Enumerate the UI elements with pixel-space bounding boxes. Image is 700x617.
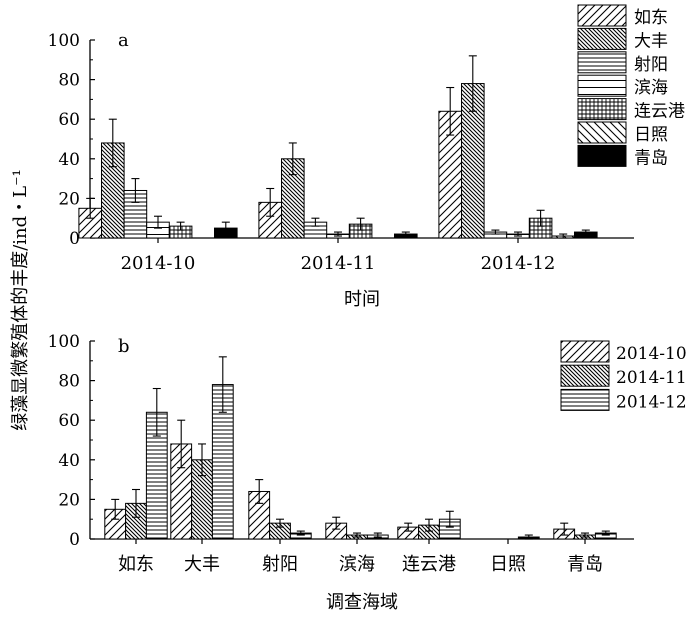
error-bar [86,197,95,219]
error-bar [296,530,305,536]
error-bar [401,231,410,237]
legend-swatch [577,4,627,27]
error-bar [491,229,500,235]
y-axis-title: 绿藻显微繁殖体的丰度/ind・L⁻¹ [9,169,31,431]
y-tick-label: 100 [48,31,80,51]
legend-label: 2014-11 [616,368,687,388]
legend-label: 青岛 [634,148,668,168]
error-bar [560,522,569,536]
legend-swatch [577,27,627,50]
panel-letter: b [118,336,130,357]
legend-label: 2014-12 [616,392,687,412]
legend-label: 2014-10 [616,344,687,364]
error-bar [536,209,545,227]
error-bar [353,532,361,538]
error-bar [356,217,365,231]
error-bar [334,231,342,237]
error-bar [108,118,117,168]
error-bar [446,86,455,136]
legend-swatch [560,388,610,411]
y-tick-label: 0 [69,530,80,550]
legend-swatch [577,121,627,144]
y-tick-label: 100 [48,332,80,352]
x-category-label: 日照 [490,554,526,575]
legend-label: 如东 [634,8,668,28]
x-category-label: 青岛 [567,554,603,575]
y-tick-label: 60 [58,411,80,431]
y-tick-label: 40 [58,150,80,170]
error-bar [111,498,120,520]
legend-swatch [577,144,627,167]
x-category-label: 连云港 [402,554,456,575]
error-bar [221,221,230,235]
x-category-label: 2014-10 [121,253,196,274]
panel-a: 0 20 40 60 80 100 2014-10 2014-11 2014-12 a 时间 如东大丰… [48,4,685,310]
error-bar [601,530,610,536]
legend-label: 日照 [634,125,668,145]
error-bar [332,516,341,530]
legend-swatch [577,51,627,74]
error-bar [255,479,264,504]
error-bar [218,356,227,413]
error-bar [514,231,522,237]
y-tick-label: 20 [58,490,80,510]
error-bar [132,488,140,518]
x-category-label: 2014-11 [301,253,376,274]
error-bar [176,221,185,231]
error-bar [581,532,589,538]
error-bar [404,522,413,532]
error-bar [559,233,568,239]
legend-swatch [560,340,610,363]
x-category-label: 大丰 [184,554,220,575]
error-bar [131,178,140,203]
y-tick-label: 20 [58,189,80,209]
x-category-label: 滨海 [339,554,375,575]
legend-swatch [577,74,627,97]
error-bar [524,534,533,540]
error-bar [154,215,162,229]
error-bar [468,55,477,112]
y-tick-label: 80 [58,71,80,91]
error-bar [177,419,186,469]
legend-label: 连云港 [634,102,685,122]
y-tick-label: 80 [58,372,80,392]
panel-letter: a [118,30,129,51]
legend-label: 大丰 [634,31,668,51]
x-axis-title: 调查海域 [326,592,398,613]
error-bar [311,217,320,227]
legend: 2014-10 2014-11 2014-12 [560,340,687,412]
error-bar [288,142,297,176]
error-bar [581,229,590,235]
legend-swatch [560,364,610,387]
legend-label: 滨海 [634,78,668,98]
y-tick-label: 40 [58,451,80,471]
x-category-label: 如东 [118,554,154,575]
error-bar [373,532,382,538]
y-tick-label: 0 [69,229,80,249]
error-bar [276,518,284,528]
y-tick-label: 60 [58,110,80,130]
x-axis-title: 时间 [344,289,380,310]
error-bar [198,443,206,477]
legend-swatch [577,98,627,121]
x-category-label: 2014-12 [481,253,556,274]
legend-label: 射阳 [634,55,668,75]
error-bar [152,387,161,437]
error-bar [266,187,275,217]
x-category-label: 射阳 [262,554,298,575]
error-bar [445,510,454,528]
error-bar [425,518,433,532]
